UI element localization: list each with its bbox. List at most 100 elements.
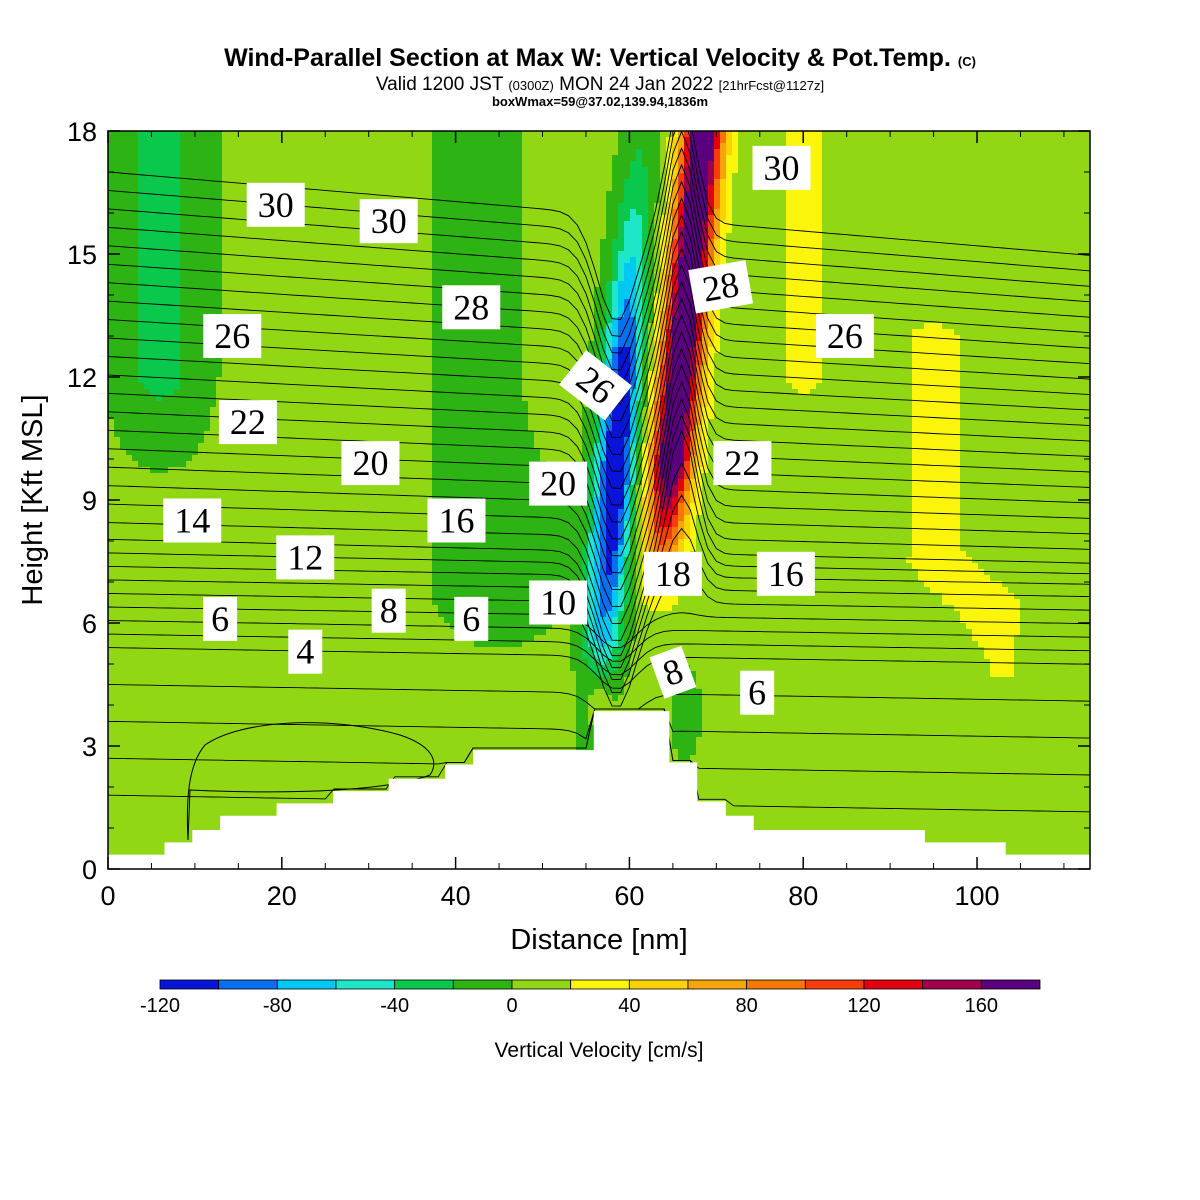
field-cell <box>120 443 199 450</box>
field-cell <box>786 371 823 378</box>
field-cell <box>690 425 697 432</box>
field-cell <box>222 161 433 168</box>
field-cell <box>654 251 661 258</box>
field-cell <box>576 695 589 702</box>
field-cell <box>138 131 181 138</box>
field-cell <box>534 431 583 438</box>
field-cell <box>678 527 685 534</box>
field-cell <box>672 263 679 270</box>
field-cell <box>642 239 649 246</box>
field-cell <box>912 371 961 378</box>
field-cell <box>594 527 601 534</box>
field-cell <box>108 671 577 678</box>
field-cell <box>660 503 673 510</box>
field-cell <box>612 239 625 246</box>
field-cell <box>672 545 679 552</box>
field-cell <box>654 269 661 276</box>
field-cell <box>702 497 913 504</box>
field-cell <box>648 437 655 444</box>
field-cell <box>582 443 595 450</box>
field-cell <box>714 191 721 198</box>
field-cell <box>642 419 649 426</box>
field-cell <box>822 317 1090 324</box>
field-cell <box>636 455 643 462</box>
field-cell <box>660 365 667 372</box>
field-cell <box>810 389 913 396</box>
field-cell <box>630 659 991 666</box>
field-cell <box>108 605 439 612</box>
field-cell <box>108 491 433 498</box>
field-cell <box>708 161 715 168</box>
field-cell <box>672 323 697 330</box>
field-cell <box>660 317 667 324</box>
field-cell <box>636 557 643 564</box>
field-cell <box>660 515 673 522</box>
field-cell <box>654 221 661 228</box>
field-cell <box>186 461 433 468</box>
isentrope-line <box>108 414 1090 641</box>
field-cell <box>588 611 595 618</box>
field-cell <box>684 491 691 498</box>
field-cell <box>672 179 679 186</box>
field-cell <box>606 347 613 354</box>
field-cell <box>108 185 139 192</box>
field-cell <box>588 515 595 522</box>
field-cell <box>432 245 523 252</box>
field-cell <box>786 323 823 330</box>
field-cell <box>594 335 601 342</box>
isentrope-closed-contour <box>186 722 435 841</box>
field-cell <box>786 311 823 318</box>
field-cell <box>582 551 589 558</box>
field-cell <box>720 197 727 204</box>
theta-label-text: 22 <box>230 402 266 442</box>
field-cell <box>678 755 691 762</box>
field-cell <box>714 359 787 366</box>
field-cell <box>726 131 733 138</box>
field-cell <box>576 707 589 714</box>
field-cell <box>594 671 613 678</box>
field-cell <box>708 215 715 222</box>
theta-label-box <box>288 629 323 674</box>
field-cell <box>690 407 697 414</box>
field-cell <box>594 569 601 576</box>
field-cell <box>594 467 601 474</box>
field-cell <box>684 173 691 180</box>
field-cell <box>660 491 667 498</box>
field-cell <box>618 575 625 582</box>
field-cell <box>582 437 595 444</box>
x-axis-title: Distance [nm] <box>510 924 687 956</box>
field-cell <box>702 233 709 240</box>
field-cell <box>1002 581 1090 588</box>
field-cell <box>666 479 679 486</box>
field-cell <box>708 311 715 318</box>
field-cell <box>630 497 637 504</box>
theta-label-text: 6 <box>462 599 480 639</box>
field-cell <box>600 251 613 258</box>
field-cell <box>672 233 679 240</box>
field-cell <box>660 191 667 198</box>
field-cell <box>696 419 703 426</box>
field-cell <box>522 341 589 348</box>
field-cell <box>600 353 607 360</box>
field-cell <box>660 227 667 234</box>
field-cell <box>138 221 181 228</box>
field-cell <box>960 377 1090 384</box>
field-cell <box>660 383 667 390</box>
field-cell <box>732 131 739 138</box>
field-cell <box>714 167 721 174</box>
field-cell <box>672 251 679 258</box>
field-cell <box>630 557 637 564</box>
field-cell <box>678 227 685 234</box>
field-cell <box>672 305 679 312</box>
field-cell <box>708 365 715 372</box>
field-cell <box>108 599 433 606</box>
field-cell <box>606 203 619 210</box>
field-cell <box>708 341 715 348</box>
field-cell <box>684 227 703 234</box>
field-cell <box>642 269 649 276</box>
field-cell <box>594 455 601 462</box>
field-cell <box>522 197 607 204</box>
y-tick-label: 0 <box>82 855 97 885</box>
field-cell <box>630 539 637 546</box>
field-cell <box>636 347 643 354</box>
